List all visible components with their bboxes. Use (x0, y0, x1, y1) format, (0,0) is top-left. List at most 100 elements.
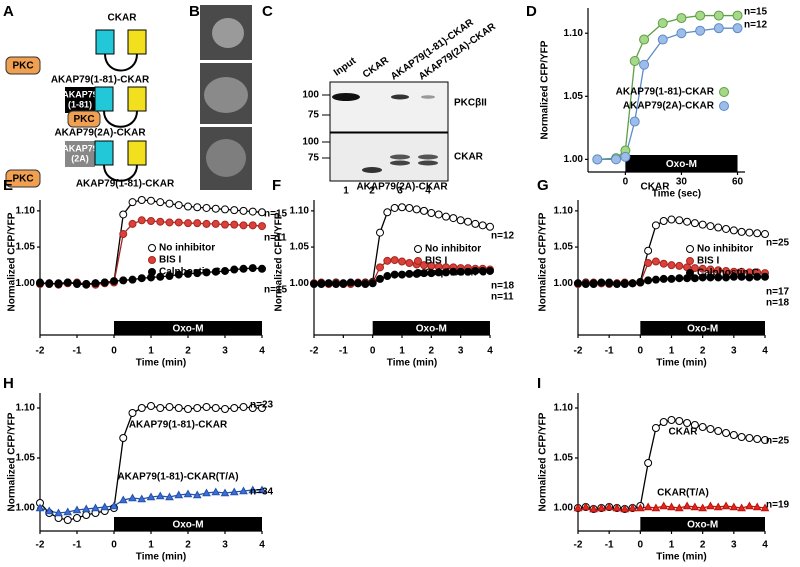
construct-label: CKAR (108, 13, 138, 24)
y-tick-label: 1.00 (564, 154, 584, 165)
data-point (248, 207, 257, 216)
series-label: AKAP79(1-81)-CKAR(T/A) (117, 472, 238, 483)
data-point (698, 423, 707, 431)
data-point (221, 205, 229, 214)
data-point (211, 404, 220, 412)
data-point (722, 429, 731, 437)
data-point (193, 219, 202, 228)
x-tick-label: -1 (605, 540, 614, 551)
n-label: n=18 (766, 298, 790, 309)
data-point (651, 221, 660, 230)
x-tick-label: 2 (429, 346, 435, 357)
n-label: n=25 (766, 238, 790, 249)
data-point (239, 206, 248, 215)
anchor-label: AKAP79 (62, 89, 98, 99)
x-tick-label: -2 (574, 540, 583, 551)
data-point (589, 279, 598, 288)
legend-marker (148, 256, 156, 264)
data-point (354, 279, 362, 288)
data-point (376, 228, 384, 237)
data-point (119, 276, 128, 285)
legend-marker (686, 269, 694, 277)
data-point (486, 266, 494, 275)
data-point (628, 503, 637, 512)
data-point (258, 222, 266, 231)
data-point (729, 431, 738, 439)
data-point (597, 503, 606, 512)
anchor-label: (1-81) (68, 99, 92, 109)
data-point (605, 279, 614, 288)
data-point (91, 503, 100, 512)
data-point (258, 264, 266, 273)
data-point (202, 268, 211, 277)
data-point (211, 204, 220, 213)
protein-label: PKCβII (454, 98, 487, 109)
data-point (390, 256, 399, 265)
x-tick-label: 3 (222, 346, 228, 357)
y-tick-label: 1.05 (290, 242, 310, 253)
cell (206, 139, 246, 177)
data-point (339, 279, 348, 288)
data-point (165, 272, 174, 281)
data-point (147, 196, 155, 205)
n-label: n=34 (250, 487, 274, 498)
data-point (442, 212, 450, 221)
y-tick-label: 1.10 (554, 206, 574, 217)
construct-diagram: PKC CKAR AKAP79(1-81)-CKAR AKAP79 (1-81)… (5, 13, 150, 188)
data-point (753, 435, 762, 443)
data-point (695, 25, 706, 36)
data-point (165, 403, 174, 411)
protein-label: CKAR (454, 152, 484, 163)
n-label: n=25 (766, 436, 790, 447)
band (390, 160, 410, 166)
data-point (667, 261, 676, 270)
n-label: n=15 (264, 285, 288, 296)
data-point (753, 272, 762, 281)
stimulus-label: Oxo-M (687, 324, 718, 335)
legend-label: BIS I (425, 256, 447, 267)
data-point (714, 427, 723, 435)
y-axis-label: Normalized CFP/YFP (274, 212, 285, 311)
data-point (73, 279, 81, 288)
data-point (137, 274, 146, 283)
data-point (721, 501, 731, 510)
anchor-label: (2A) (71, 153, 89, 163)
data-point (63, 507, 73, 516)
data-point (165, 199, 174, 208)
data-point (165, 218, 174, 227)
data-point (573, 503, 583, 512)
data-point (63, 278, 72, 287)
chart-title: AKAP79(1-81)-CKAR (76, 179, 175, 190)
data-point (737, 227, 746, 236)
data-point (612, 503, 622, 512)
n-label: n=15 (744, 7, 768, 18)
data-point (45, 279, 54, 288)
x-axis-label: Time (min) (656, 552, 706, 563)
band (418, 160, 438, 166)
data-point (248, 404, 257, 412)
data-point (690, 219, 699, 228)
data-point (657, 18, 668, 29)
data-point (73, 514, 81, 522)
data-point (581, 502, 591, 511)
construct-label: AKAP79(1-81)-CKAR (51, 75, 150, 86)
lane-number: 4 (425, 186, 431, 197)
x-axis-label: Time (min) (136, 552, 186, 563)
x-tick-label: 0 (638, 346, 644, 357)
data-point (221, 266, 229, 275)
data-point (644, 246, 653, 255)
x-tick-label: -2 (574, 346, 583, 357)
anchor-box (65, 87, 95, 113)
y-tick-label: 1.05 (554, 453, 574, 464)
data-point (72, 505, 82, 514)
mw-marker: 100 (302, 90, 319, 101)
anchor-box (65, 141, 95, 167)
data-point (202, 219, 211, 228)
x-tick-label: 60 (732, 177, 744, 188)
linker (103, 110, 138, 128)
data-point (230, 404, 239, 412)
x-axis-label: Time (min) (656, 358, 706, 369)
data-point (128, 493, 137, 502)
legend-marker (414, 257, 422, 265)
